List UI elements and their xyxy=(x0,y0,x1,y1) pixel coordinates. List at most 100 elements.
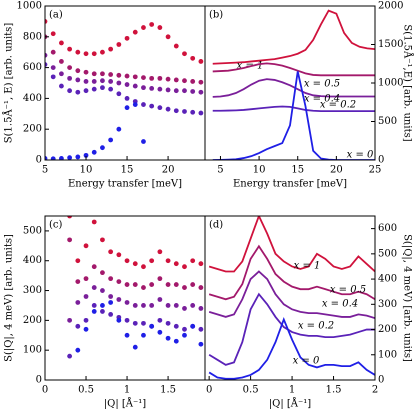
line-series xyxy=(212,62,375,77)
data-point xyxy=(149,282,155,287)
data-point xyxy=(100,303,105,308)
y-tick-label: 400 xyxy=(23,93,42,104)
data-point xyxy=(182,264,187,270)
data-point xyxy=(91,309,97,314)
data-point xyxy=(132,261,138,267)
data-point xyxy=(165,87,171,93)
plot-frame xyxy=(204,215,376,381)
data-point xyxy=(67,46,73,52)
data-point xyxy=(67,216,73,219)
data-point xyxy=(67,88,73,94)
data-point xyxy=(165,282,171,287)
data-point xyxy=(45,19,48,24)
plot-frame xyxy=(204,5,376,161)
data-point xyxy=(108,300,114,305)
data-point xyxy=(116,279,122,284)
data-point xyxy=(124,282,130,287)
x-tick-label: 10 xyxy=(253,165,266,176)
data-point xyxy=(157,25,163,30)
x-tick-label: 15 xyxy=(291,165,304,176)
data-point xyxy=(157,249,163,255)
data-point xyxy=(83,88,89,94)
x-tick-label: 0.5 xyxy=(243,385,259,396)
y-axis-label: S(|Q|, 4 meV) [arb. units] xyxy=(4,234,15,362)
data-point xyxy=(182,306,187,311)
data-point xyxy=(182,88,187,94)
data-point xyxy=(91,285,97,290)
x-tick-label: 20 xyxy=(330,165,343,176)
data-point xyxy=(149,85,155,91)
data-point xyxy=(173,43,179,49)
data-point xyxy=(182,332,187,338)
data-point xyxy=(132,320,138,326)
data-point xyxy=(124,73,130,79)
data-point xyxy=(124,317,130,323)
data-point xyxy=(83,152,89,158)
y-tick-label: 500 xyxy=(378,248,397,259)
y-tick-label: 500 xyxy=(23,225,42,236)
data-point xyxy=(75,300,81,305)
data-point xyxy=(75,49,81,55)
data-point xyxy=(83,51,89,57)
data-point xyxy=(116,252,122,258)
data-point xyxy=(198,326,204,332)
panel-label: (d) xyxy=(209,220,223,231)
y-tick-label: 100 xyxy=(23,345,42,356)
data-point xyxy=(190,303,196,308)
data-point xyxy=(124,105,130,111)
data-point xyxy=(100,288,105,293)
data-point xyxy=(165,76,171,82)
y-tick-label: 1500 xyxy=(378,39,403,50)
data-point xyxy=(91,264,97,270)
data-point xyxy=(141,303,146,308)
data-point xyxy=(83,326,89,332)
y-tick-label: 400 xyxy=(378,274,397,285)
data-point xyxy=(173,88,179,94)
data-point xyxy=(59,59,64,64)
data-point xyxy=(67,237,73,243)
data-point xyxy=(124,35,130,41)
data-point xyxy=(83,294,89,299)
data-point xyxy=(59,71,64,77)
data-point xyxy=(50,49,56,55)
data-point xyxy=(141,332,146,338)
data-point xyxy=(83,243,89,249)
data-point xyxy=(165,106,171,112)
data-point xyxy=(45,52,48,58)
y-tick-label: 0 xyxy=(378,375,384,386)
data-point xyxy=(182,285,187,290)
line-series xyxy=(212,78,375,98)
data-point xyxy=(141,85,146,91)
panel-label: (b) xyxy=(209,10,223,21)
y-tick-label: 0 xyxy=(378,155,384,166)
data-point xyxy=(50,74,56,80)
data-point xyxy=(108,46,114,52)
data-point xyxy=(59,83,64,89)
data-point xyxy=(124,82,130,87)
line-series xyxy=(212,9,375,65)
data-point xyxy=(116,80,122,86)
data-point xyxy=(124,332,130,338)
data-point xyxy=(132,74,138,80)
data-point xyxy=(75,323,81,329)
series-label: x = 0.2 xyxy=(298,321,334,332)
data-point xyxy=(91,51,97,57)
data-point xyxy=(157,86,163,92)
data-point xyxy=(132,344,138,350)
x-axis-label: |Q| [Å⁻¹] xyxy=(104,398,147,409)
data-point xyxy=(100,78,105,84)
y-tick-label: 2000 xyxy=(378,1,403,12)
y-tick-label: 1000 xyxy=(378,78,403,89)
data-point xyxy=(75,347,81,353)
data-point xyxy=(157,105,163,111)
series-label: x = 0 xyxy=(293,356,320,367)
data-point xyxy=(116,42,122,47)
data-point xyxy=(50,156,56,160)
data-point xyxy=(91,149,97,155)
data-point xyxy=(67,353,73,359)
data-point xyxy=(75,279,81,284)
y-tick-label: 800 xyxy=(23,31,42,42)
data-point xyxy=(173,338,179,344)
y-tick-label: 300 xyxy=(378,299,397,310)
data-point xyxy=(116,126,122,132)
